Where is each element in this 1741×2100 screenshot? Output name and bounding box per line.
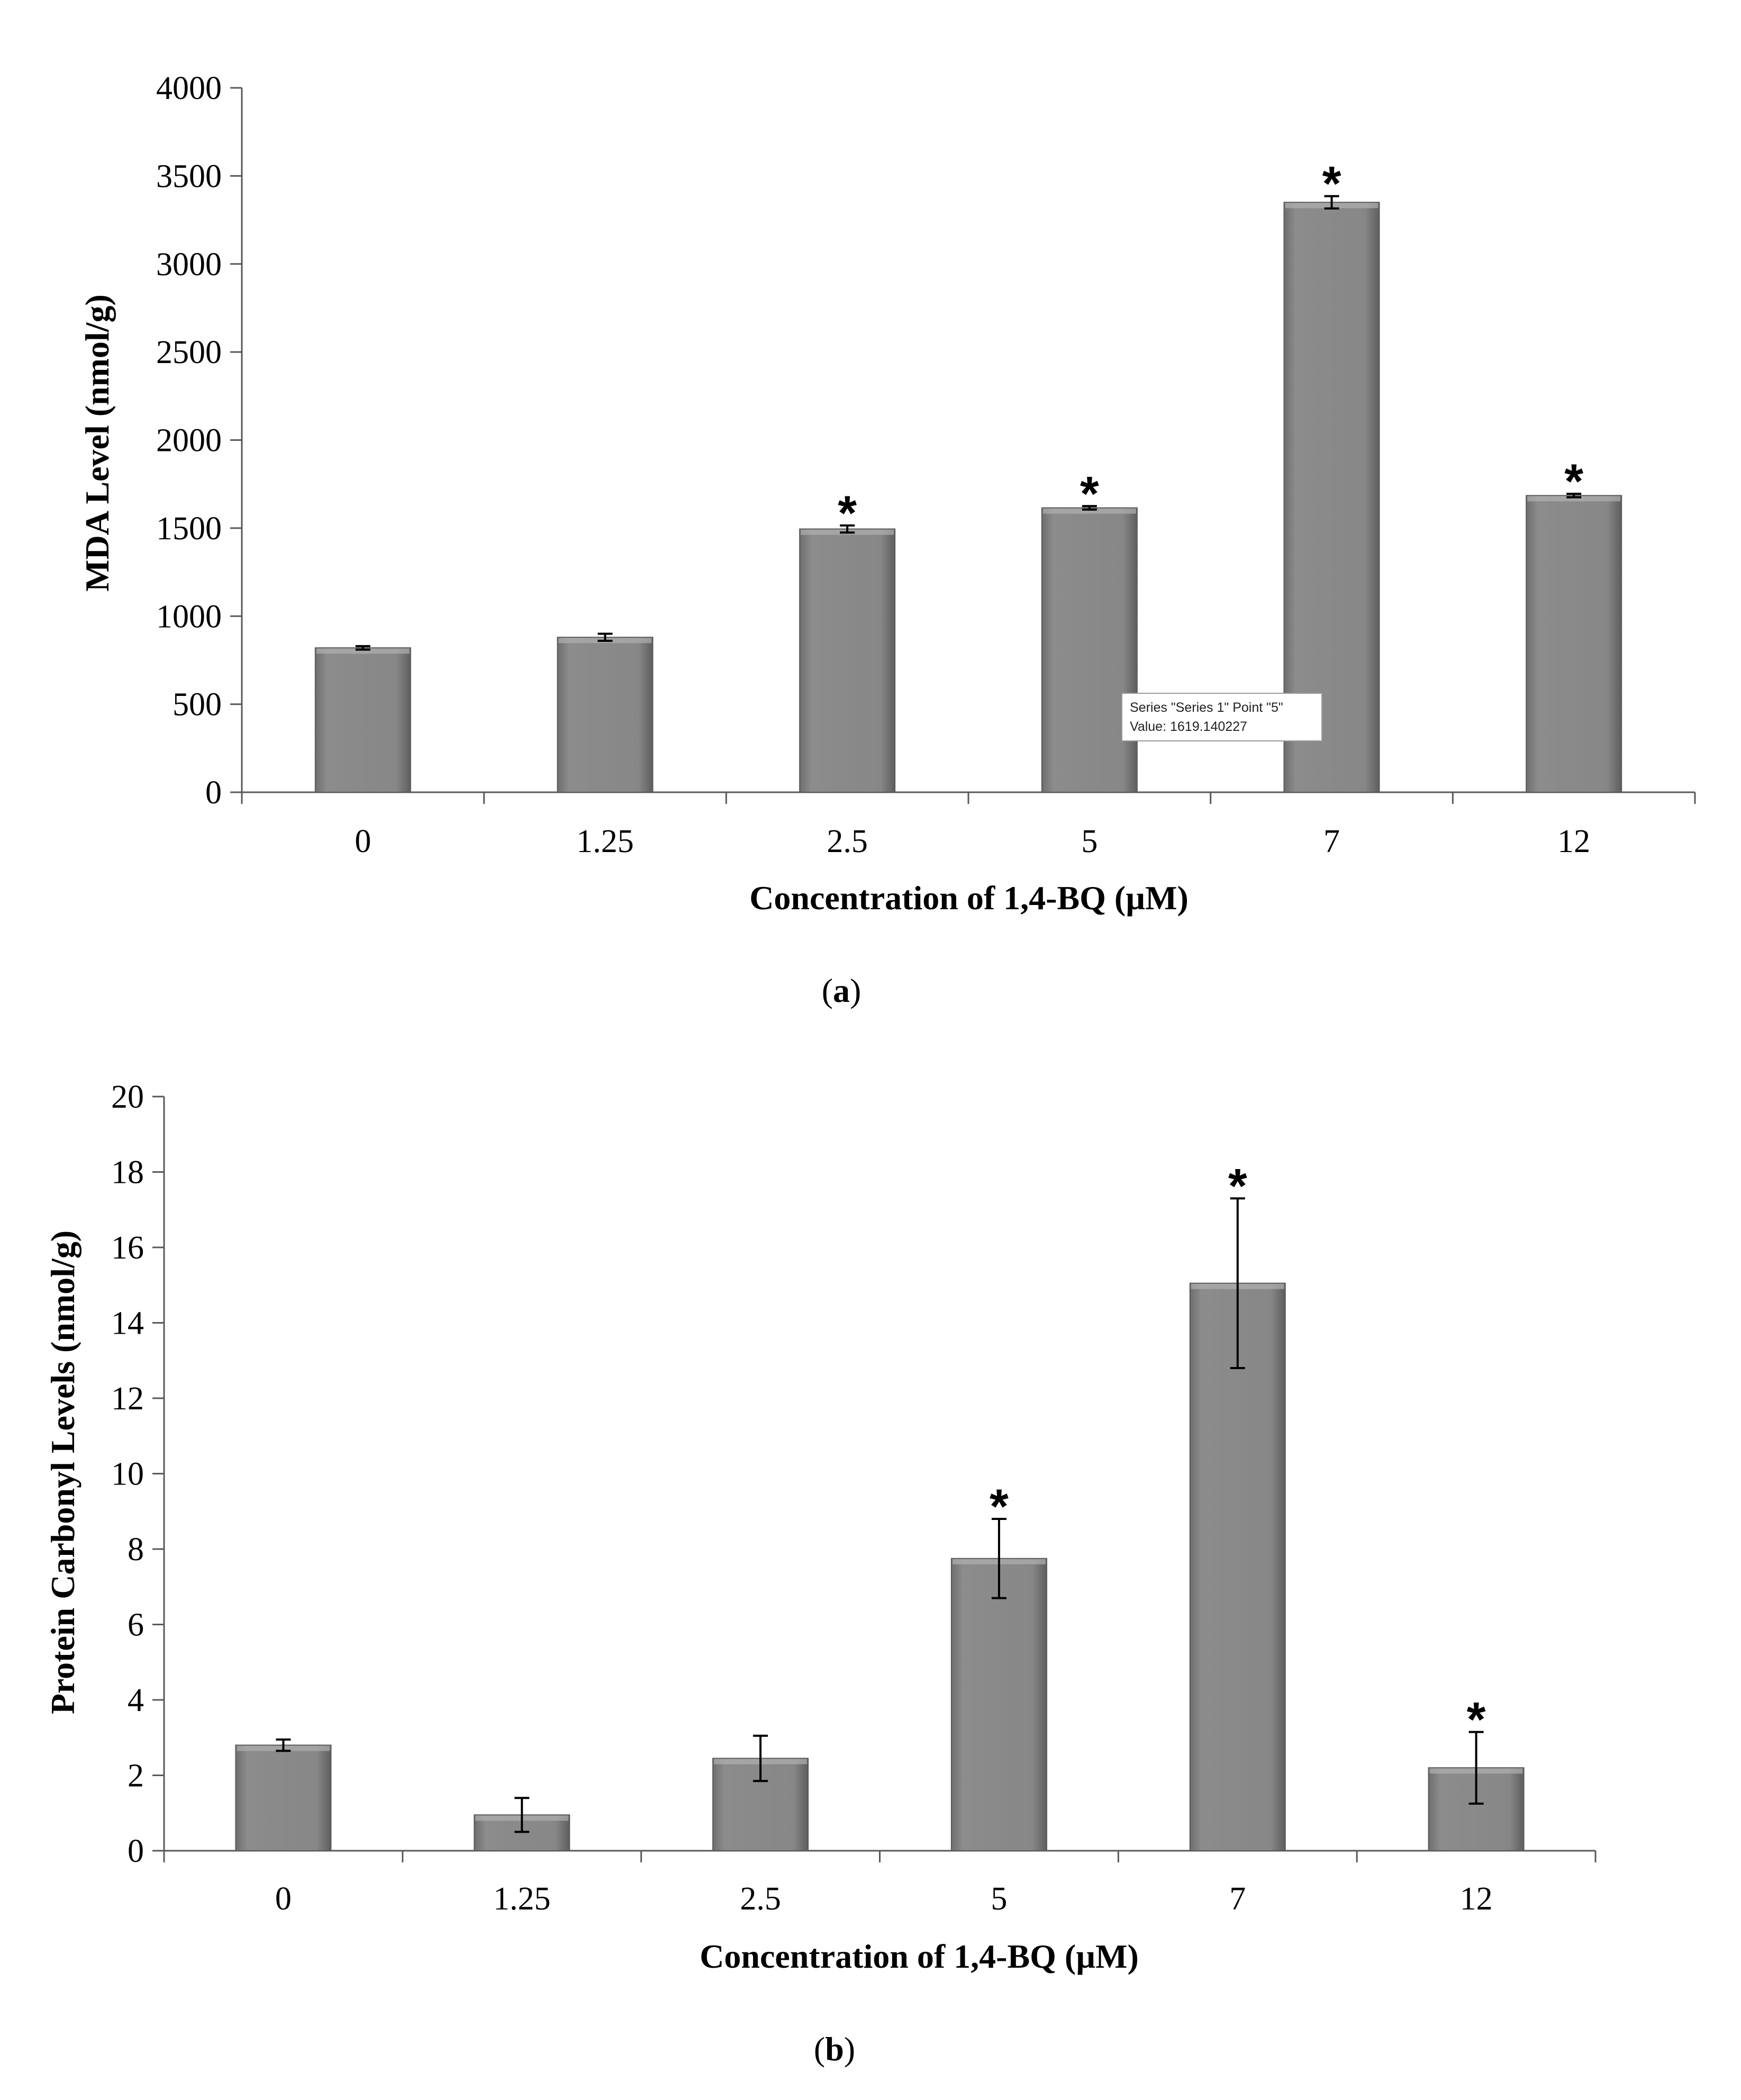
y-axis-title-a: MDA Level (nmol/g) (78, 294, 116, 592)
y-tick-label: 12 (111, 1381, 144, 1417)
y-axis-title-b: Protein Carbonyl Levels (nmol/g) (44, 1230, 81, 1714)
tooltip-box (1121, 693, 1322, 741)
panel-letter-b: b (825, 2030, 844, 2068)
significance-marker: * (990, 1480, 1009, 1534)
chart-panel-b: Protein Carbonyl Levels (nmol/g) Concent… (44, 1079, 1597, 2068)
significance-marker: * (1228, 1159, 1247, 1213)
x-tick-label: 5 (991, 1881, 1007, 1917)
bar[interactable] (557, 637, 654, 793)
bar-highlight (1042, 508, 1136, 514)
panel-label-a: (a) (822, 972, 862, 1009)
y-tick-label: 2500 (156, 334, 222, 370)
y-tick-label: 18 (111, 1155, 144, 1191)
x-tick-label: 5 (1081, 823, 1098, 859)
x-tick-label: 0 (355, 823, 371, 859)
x-tick-label: 2.5 (827, 823, 868, 859)
bar[interactable] (235, 1744, 332, 1851)
y-tick-label: 2000 (156, 423, 222, 459)
tooltip-line-1: Series "Series 1" Point "5" (1130, 700, 1283, 715)
bar[interactable] (799, 528, 896, 793)
data-point-tooltip: Series "Series 1" Point "5" Value: 1619.… (1121, 693, 1322, 741)
x-axis-title-a: Concentration of 1,4-BQ (µM) (749, 879, 1189, 917)
bar[interactable] (314, 647, 411, 793)
x-tick-label: 7 (1323, 823, 1340, 859)
significance-marker: * (1322, 157, 1341, 211)
x-tick-label: 1.25 (576, 823, 634, 859)
significance-marker: * (1467, 1693, 1486, 1747)
x-tick-label: 7 (1229, 1881, 1246, 1917)
y-tick-label: 2 (128, 1758, 144, 1794)
y-tick-label: 1500 (156, 511, 222, 547)
y-tick-label: 4000 (156, 70, 222, 106)
y-tick-label: 0 (128, 1833, 144, 1869)
y-tick-label: 4 (128, 1682, 144, 1718)
significance-marker: * (838, 486, 857, 540)
bar[interactable] (1041, 507, 1138, 793)
x-tick-label: 12 (1460, 1881, 1493, 1917)
significance-marker: * (1564, 455, 1583, 509)
bar-highlight (316, 648, 410, 654)
bar[interactable] (950, 1558, 1047, 1851)
x-tick-label: 0 (275, 1881, 292, 1917)
x-tick-label: 12 (1557, 823, 1590, 859)
y-tick-label: 10 (111, 1456, 144, 1492)
y-tick-label: 14 (111, 1306, 144, 1342)
bar[interactable] (1189, 1282, 1286, 1851)
y-tick-label: 3000 (156, 247, 222, 283)
y-tick-label: 3500 (156, 158, 222, 194)
y-tick-label: 8 (128, 1532, 144, 1568)
y-tick-label: 6 (128, 1607, 144, 1643)
x-tick-label: 1.25 (493, 1881, 551, 1917)
y-tick-label: 0 (205, 775, 222, 811)
panel-label-b: (b) (814, 2030, 855, 2068)
x-tick-label: 2.5 (740, 1881, 781, 1917)
bar-highlight (1527, 496, 1621, 502)
y-tick-label: 500 (173, 687, 222, 723)
y-tick-label: 1000 (156, 599, 222, 635)
bar[interactable] (1526, 495, 1622, 793)
significance-marker: * (1080, 467, 1099, 521)
tooltip-line-2: Value: 1619.140227 (1130, 719, 1247, 734)
panel-letter-a: a (833, 972, 850, 1009)
x-axis-title-b: Concentration of 1,4-BQ (µM) (700, 1938, 1139, 1975)
y-tick-label: 16 (111, 1230, 144, 1266)
y-tick-label: 20 (111, 1079, 144, 1115)
chart-panel-a: MDA Level (nmol/g) Concentration of 1,4-… (78, 70, 1696, 1009)
